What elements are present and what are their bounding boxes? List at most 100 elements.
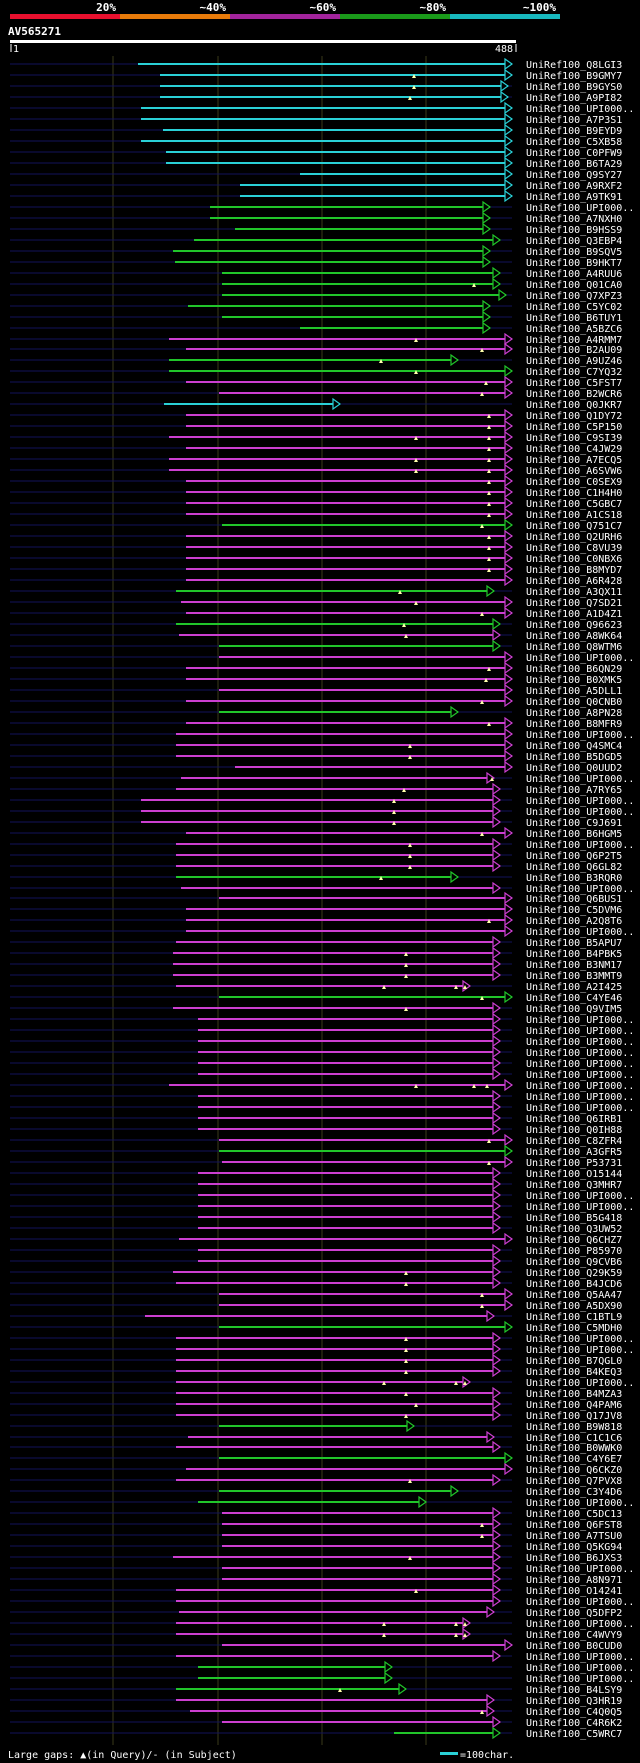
gap-marker [392, 799, 396, 803]
hit-label: UniRef100_B6QN29 [526, 664, 622, 675]
hit-arrowhead [482, 299, 492, 313]
hit-row: UniRef100_B3RQR0 [10, 870, 622, 884]
hit-arrowhead [492, 1067, 502, 1081]
hit-arrowhead [492, 1331, 502, 1345]
hit-row: UniRef100_B6TA29 [10, 156, 622, 170]
hit-bar [176, 1699, 494, 1701]
hit-row: UniRef100_C4JW29 [10, 441, 622, 455]
hit-arrowhead [504, 145, 514, 159]
hit-row: UniRef100_UPI000.. [10, 793, 634, 807]
hit-label: UniRef100_B9W818 [526, 1422, 622, 1433]
hit-arrowhead [492, 1364, 502, 1378]
hit-label: UniRef100_Q5DFP2 [526, 1608, 622, 1619]
hit-label: UniRef100_UPI000.. [526, 1345, 634, 1356]
hit-arrowhead [492, 1561, 502, 1575]
hit-bar [198, 1216, 500, 1218]
hit-label: UniRef100_UPI000.. [526, 104, 634, 115]
hit-label: UniRef100_C5YC02 [526, 302, 622, 313]
hit-bar [222, 1512, 500, 1514]
hit-row: UniRef100_A7RY65 [10, 782, 622, 796]
hit-arrowhead [492, 1353, 502, 1367]
hit-label: UniRef100_A9PI82 [526, 93, 622, 104]
gap-marker [408, 744, 412, 748]
hit-bar [186, 832, 512, 834]
hit-arrowhead [504, 189, 514, 203]
hit-bar [166, 162, 512, 164]
hit-arrowhead [492, 881, 502, 895]
hit-label: UniRef100_UPI000.. [526, 1092, 634, 1103]
hit-label: UniRef100_UPI000.. [526, 1652, 634, 1663]
hit-label: UniRef100_A1D4Z1 [526, 609, 622, 620]
hit-row: UniRef100_O14241 [10, 1583, 622, 1597]
hit-label: UniRef100_Q6P2T5 [526, 851, 622, 862]
hit-label: UniRef100_Q7SD21 [526, 598, 622, 609]
gap-marker [404, 1271, 408, 1275]
hit-label: UniRef100_A8PN28 [526, 708, 622, 719]
hit-bar [222, 283, 500, 285]
hit-bar [219, 1326, 512, 1328]
gap-marker [404, 1370, 408, 1374]
hit-row: UniRef100_C5DVM6 [10, 902, 622, 916]
hit-bar [198, 1073, 500, 1075]
hit-row: UniRef100_UPI000.. [10, 1012, 634, 1026]
hit-row: UniRef100_A4RUU6 [10, 266, 622, 280]
hit-arrowhead [504, 474, 514, 488]
hit-label: UniRef100_A7P3S1 [526, 115, 622, 126]
gap-marker [454, 1633, 458, 1637]
hit-row: UniRef100_C5XB58 [10, 134, 622, 148]
hit-bar [175, 261, 490, 263]
identity-scale: 20% ~40% ~60% ~80% ~100% [10, 1, 560, 19]
hit-arrowhead [492, 628, 502, 642]
hit-row: UniRef100_C8ZFR4 [10, 1133, 622, 1147]
hit-label: UniRef100_UPI000.. [526, 1037, 634, 1048]
hit-arrowhead [492, 793, 502, 807]
scale-segment [10, 14, 120, 19]
hit-row: UniRef100_C0SEX9 [10, 474, 622, 488]
hit-label: UniRef100_Q5AA47 [526, 1290, 622, 1301]
hit-row: UniRef100_B7QGL0 [10, 1353, 622, 1367]
gap-marker [487, 502, 491, 506]
hit-label: UniRef100_A5DX90 [526, 1301, 622, 1312]
hit-arrowhead [492, 1001, 502, 1015]
hit-row: UniRef100_C3Y4D6 [10, 1484, 622, 1498]
hit-bar [219, 1490, 458, 1492]
hit-label: UniRef100_B5DGD5 [526, 752, 622, 763]
gap-marker [463, 1622, 467, 1626]
hit-row: UniRef100_C5FST7 [10, 375, 622, 389]
hit-bar [222, 1578, 500, 1580]
hit-label: UniRef100_UPI000.. [526, 1619, 634, 1630]
scale-label: ~100% [523, 1, 556, 14]
hit-bar [219, 656, 512, 658]
hit-row: UniRef100_Q3UW52 [10, 1221, 622, 1235]
gap-marker [408, 854, 412, 858]
hit-bar [169, 1084, 512, 1086]
hit-arrowhead [492, 1550, 502, 1564]
hit-bar [179, 1238, 512, 1240]
hit-arrowhead [504, 101, 514, 115]
hit-bar [219, 1150, 512, 1152]
hit-label: UniRef100_Q6CHZ7 [526, 1235, 622, 1246]
hit-bar [176, 1479, 500, 1481]
hit-arrowhead [498, 288, 508, 302]
hit-label: UniRef100_UPI000.. [526, 774, 634, 785]
hit-row: UniRef100_Q9VIM5 [10, 1001, 622, 1015]
hit-row: UniRef100_Q17JV8 [10, 1408, 622, 1422]
hit-bar [198, 1117, 500, 1119]
hit-label: UniRef100_B5G418 [526, 1213, 622, 1224]
hit-label: UniRef100_A4RUU6 [526, 269, 622, 280]
hit-label: UniRef100_UPI000.. [526, 1048, 634, 1059]
hit-label: UniRef100_UPI000.. [526, 1015, 634, 1026]
hit-bar [198, 1260, 500, 1262]
gap-marker [484, 678, 488, 682]
gap-marker [480, 832, 484, 836]
hit-row: UniRef100_A9PI82 [10, 90, 622, 104]
hit-label: UniRef100_UPI000.. [526, 1597, 634, 1608]
hit-row: UniRef100_A3GFR5 [10, 1144, 622, 1158]
hit-arrowhead [492, 1583, 502, 1597]
gap-marker [463, 985, 467, 989]
hit-label: UniRef100_C3Y4D6 [526, 1487, 622, 1498]
hit-row: UniRef100_C1BTL9 [10, 1309, 622, 1323]
hit-row: UniRef100_A8PN28 [10, 705, 622, 719]
hit-label: UniRef100_B6TA29 [526, 159, 622, 170]
gap-marker [408, 755, 412, 759]
